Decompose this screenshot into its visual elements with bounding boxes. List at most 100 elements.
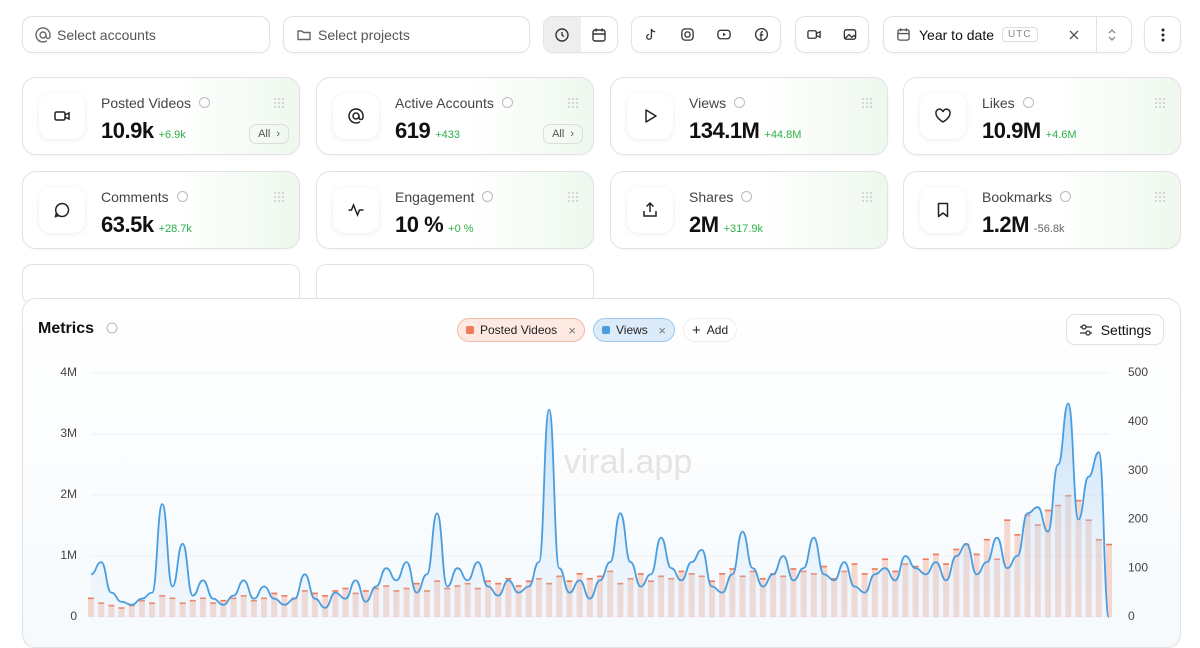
metrics-title: Metrics [38, 320, 94, 337]
chevron: › [276, 128, 280, 140]
instagram[interactable] [680, 27, 695, 42]
card-value-text: 1.2M [982, 212, 1029, 237]
add-series[interactable]: + Add [683, 318, 738, 342]
stat-card: Shares 2M +317.9k [610, 171, 888, 249]
accounts-select[interactable]: Select accounts [22, 16, 270, 53]
drag-dots [862, 192, 872, 202]
bar-cap [831, 577, 838, 580]
date-stepper[interactable] [1095, 17, 1127, 52]
drag-dots [568, 192, 578, 202]
info-icon [176, 191, 188, 202]
settings-button[interactable]: Settings [1066, 314, 1164, 345]
y-tick-label: 3M [60, 426, 77, 440]
icon [348, 202, 364, 218]
bar-cap [586, 577, 593, 580]
bar-cap [220, 599, 227, 602]
card-value-text: 63.5k [101, 212, 154, 237]
bar-cap [413, 582, 420, 585]
card-label: Shares [689, 189, 753, 205]
bar-cap [485, 580, 492, 582]
icon [937, 202, 949, 218]
bar-cap [1004, 519, 1011, 521]
all-label: All [258, 128, 271, 140]
card-icon [920, 187, 966, 233]
all-button[interactable]: All › [543, 124, 583, 144]
drag-dots [274, 192, 284, 202]
bar [1106, 543, 1112, 617]
info-icon [1022, 97, 1034, 108]
card-label-text: Shares [689, 189, 734, 205]
remove-series[interactable]: × [568, 322, 576, 338]
card-delta: +317.9k [723, 223, 764, 235]
card-placeholder [22, 264, 300, 304]
card-value-text: 10.9k [101, 118, 154, 143]
drag-dots [274, 98, 284, 108]
card-icon [39, 93, 85, 139]
stat-card: Posted Videos 10.9k +6.9k All › [22, 77, 300, 155]
card-value: 134.1M +44.8M [689, 118, 801, 144]
card-value-text: 10 % [395, 212, 444, 237]
icon [54, 111, 70, 121]
legend-chip[interactable]: Views × [593, 318, 675, 342]
projects-placeholder: Select projects [318, 26, 410, 43]
video-filter[interactable] [806, 27, 822, 42]
settings-label: Settings [1100, 321, 1152, 338]
tiktok[interactable] [643, 27, 658, 42]
bar-cap [973, 553, 980, 556]
bar-cap [576, 573, 583, 575]
drag-handle [273, 96, 285, 114]
drag-dots [1155, 192, 1165, 202]
card-label-text: Bookmarks [982, 189, 1053, 205]
icon [935, 108, 951, 123]
bar-cap [1106, 543, 1112, 546]
clear-date[interactable] [1068, 29, 1080, 41]
drag-handle [861, 190, 873, 208]
card-value-text: 2M [689, 212, 719, 237]
card-placeholder [316, 264, 594, 304]
date-range[interactable]: Year to date UTC [883, 16, 1132, 53]
bar-cap [597, 575, 603, 578]
bar-cap [566, 580, 573, 582]
drag-handle [1154, 96, 1166, 114]
card-icon [920, 93, 966, 139]
card-delta: -56.8k [1033, 223, 1065, 235]
legend-chip[interactable]: Posted Videos × [457, 318, 585, 342]
icon [348, 108, 364, 124]
remove-series[interactable]: × [658, 322, 666, 338]
y2-tick-label: 100 [1128, 560, 1148, 574]
card-delta: +44.8M [764, 129, 802, 141]
youtube[interactable] [716, 27, 732, 42]
facebook[interactable] [754, 27, 769, 42]
card-value: 619 +433 [395, 118, 460, 144]
bar-cap [943, 563, 950, 565]
card-value: 1.2M -56.8k [982, 212, 1065, 238]
card-label: Comments [101, 189, 188, 205]
all-button[interactable]: All › [249, 124, 289, 144]
platform-filter [631, 16, 781, 53]
stat-card: Bookmarks 1.2M -56.8k [903, 171, 1181, 249]
area [91, 403, 1109, 617]
card-label-text: Posted Videos [101, 95, 192, 111]
calendar-toggle[interactable] [581, 27, 618, 43]
history-toggle[interactable] [544, 17, 581, 52]
info-icon [482, 191, 494, 202]
bar-cap [1075, 499, 1082, 502]
card-label: Active Accounts [395, 95, 513, 111]
legend-swatch [602, 326, 610, 334]
more-menu[interactable] [1144, 16, 1181, 53]
projects-select[interactable]: Select projects [283, 16, 530, 53]
bar-cap [525, 580, 532, 582]
bar-cap [708, 580, 715, 582]
bar-cap [271, 592, 278, 595]
bar-cap [342, 587, 349, 590]
image-filter[interactable] [842, 27, 858, 42]
drag-handle [861, 96, 873, 114]
timezone-badge: UTC [1002, 27, 1038, 42]
legend-label: Views [616, 323, 648, 337]
drag-handle [273, 190, 285, 208]
card-value: 10 % +0 % [395, 212, 474, 238]
page: Select accounts Select projects Year to … [22, 16, 1181, 648]
card-delta: +433 [435, 129, 460, 141]
bar-cap [882, 558, 889, 561]
all-label: All [552, 128, 565, 140]
